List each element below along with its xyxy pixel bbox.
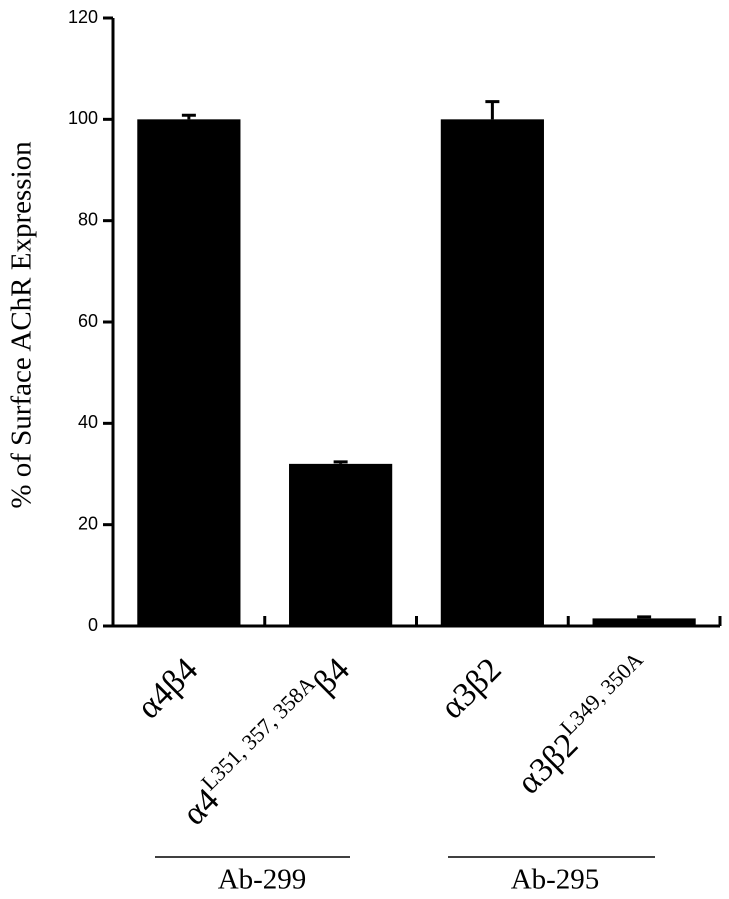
bar	[137, 119, 241, 626]
group-label: Ab-299	[218, 864, 307, 896]
y-tick-label: 100	[68, 108, 98, 128]
y-tick-label: 20	[78, 513, 98, 533]
y-tick-label: 80	[78, 209, 98, 229]
group-label: Ab-295	[511, 864, 600, 896]
bar	[440, 119, 544, 626]
error-bar	[485, 100, 500, 120]
x-tick-label: α3β2	[434, 651, 509, 726]
y-tick-label: 40	[78, 412, 98, 432]
y-tick-label: 60	[78, 311, 98, 331]
bar	[289, 463, 393, 626]
x-tick-label: α4β4	[130, 651, 205, 726]
y-tick-label: 0	[88, 615, 98, 635]
y-tick-label: 120	[68, 7, 98, 27]
x-tick-label: α3β2L349, 350A	[506, 647, 660, 801]
error-bar	[333, 460, 348, 464]
bar	[592, 618, 696, 626]
y-axis-label: % of Surface AChR Expression	[6, 141, 38, 509]
error-bar	[637, 615, 652, 619]
error-bar	[181, 113, 196, 120]
